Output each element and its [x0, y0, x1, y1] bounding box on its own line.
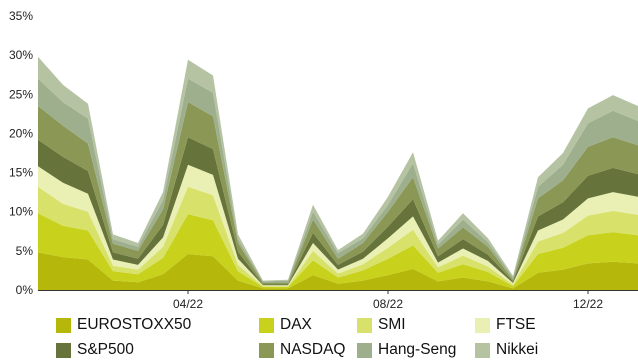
legend-swatch: [475, 342, 490, 358]
legend: EUROSTOXX50 DAX SMI FTSE S&P500 NASDAQ Hang-Se…: [0, 312, 638, 363]
legend-label: Nikkei: [496, 341, 539, 358]
y-tick-label: 30%: [9, 48, 33, 62]
x-tick-label: 04/22: [173, 297, 203, 311]
legend-swatch: [56, 317, 71, 333]
area-series-1: [38, 213, 638, 289]
area-series-2: [38, 186, 638, 287]
legend-swatch: [56, 342, 71, 358]
y-tick-label: 15%: [9, 166, 33, 180]
area-series-group: [38, 56, 638, 290]
legend-swatch: [357, 317, 372, 333]
legend-item: Nikkei: [475, 340, 538, 360]
x-axis: 04/22 08/22 12/22: [38, 290, 638, 311]
y-tick-label: 5%: [16, 244, 34, 258]
legend-label: NASDAQ: [280, 341, 346, 358]
legend-item: NASDAQ: [259, 340, 345, 360]
legend-item: Hang-Seng: [357, 340, 456, 360]
legend-label: FTSE: [496, 316, 536, 333]
legend-swatch: [475, 317, 490, 333]
y-tick-label: 35%: [9, 9, 33, 23]
legend-item: S&P500: [56, 340, 134, 360]
y-tick-label: 10%: [9, 205, 33, 219]
legend-swatch: [259, 342, 274, 358]
y-axis: 0% 5% 10% 15% 20% 25% 30% 35%: [9, 9, 33, 297]
legend-item: EUROSTOXX50: [56, 315, 191, 335]
legend-label: EUROSTOXX50: [77, 316, 192, 333]
legend-label: Hang-Seng: [378, 341, 457, 358]
legend-item: DAX: [259, 315, 312, 335]
area-series-0: [38, 252, 638, 290]
legend-item: SMI: [357, 315, 406, 335]
legend-swatch: [357, 342, 372, 358]
stacked-area-chart: 0% 5% 10% 15% 20% 25% 30% 35% 04/22 08/22 12/22: [9, 9, 638, 311]
legend-label: DAX: [280, 316, 312, 333]
x-tick-label: 08/22: [373, 297, 403, 311]
legend-item: FTSE: [475, 315, 536, 335]
legend-label: S&P500: [77, 341, 134, 358]
legend-label: SMI: [378, 316, 406, 333]
legend-swatch: [259, 317, 274, 333]
y-tick-label: 25%: [9, 87, 33, 101]
y-tick-label: 20%: [9, 126, 33, 140]
y-tick-label: 0%: [16, 283, 34, 297]
x-tick-label: 12/22: [573, 297, 603, 311]
